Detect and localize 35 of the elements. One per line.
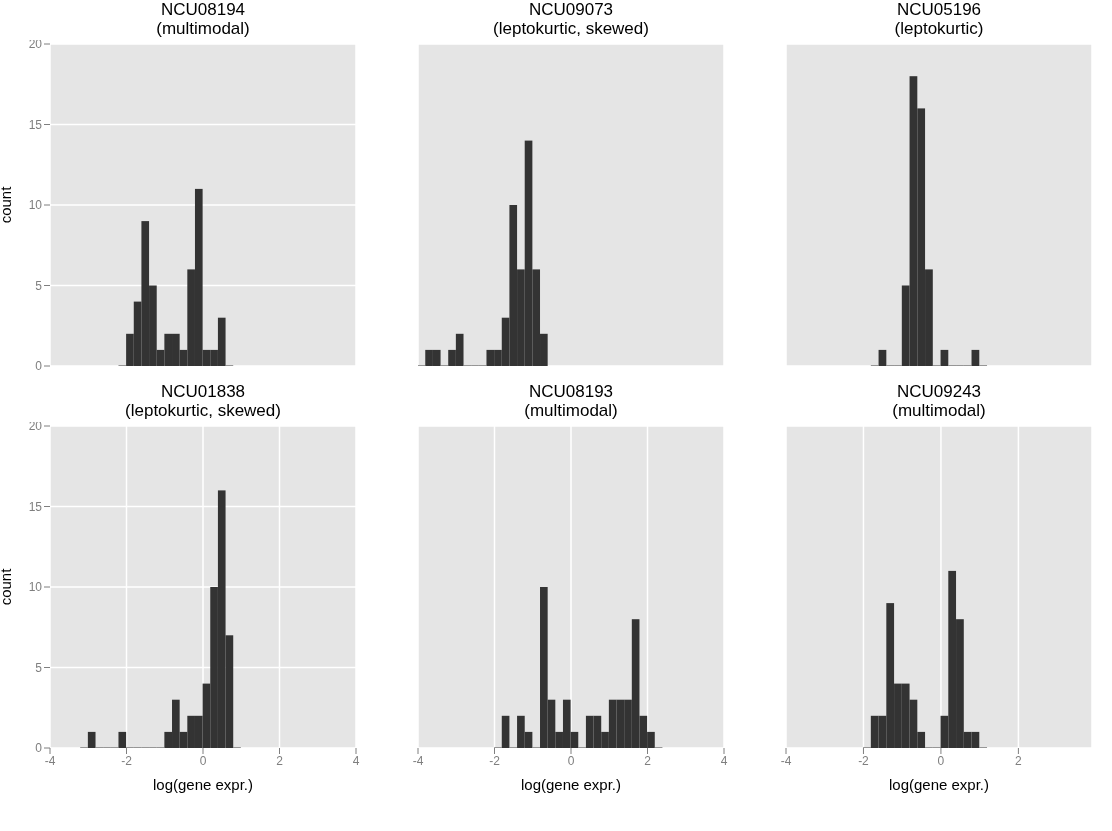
y-tick-label: 10 (28, 198, 43, 213)
y-axis-title: count (0, 185, 15, 224)
x-tick-label: 2 (644, 753, 652, 768)
x-tick-label: -2 (121, 753, 133, 768)
x-axis-title: log(gene expr.) (888, 776, 990, 793)
chart-title: NCU01838 (leptokurtic, skewed) (124, 382, 282, 420)
y-tick-label: 0 (35, 359, 43, 374)
x-tick-label: 2 (1015, 753, 1023, 768)
chart-title: NCU09073 (leptokurtic, skewed) (492, 0, 650, 38)
x-tick-label: 0 (937, 753, 945, 768)
x-tick-label: -2 (489, 753, 501, 768)
chart-title: NCU08193 (multimodal) (523, 382, 619, 420)
x-axis-title: log(gene expr.) (152, 776, 254, 793)
chart-title: NCU09243 (multimodal) (891, 382, 987, 420)
y-tick-label: 0 (35, 741, 43, 756)
y-tick-label: 15 (28, 117, 43, 132)
y-axis-title: count (0, 567, 15, 606)
x-tick-label: -4 (780, 753, 792, 768)
chart-title: NCU05196 (leptokurtic) (893, 0, 985, 38)
x-tick-label: 2 (276, 753, 284, 768)
y-tick-label: 20 (28, 37, 43, 52)
x-tick-label: 4 (720, 753, 728, 768)
chart-title: NCU08194 (multimodal) (155, 0, 251, 38)
x-tick-label: 0 (199, 753, 207, 768)
x-axis-title: log(gene expr.) (520, 776, 622, 793)
y-tick-label: 15 (28, 499, 43, 514)
y-tick-label: 10 (28, 580, 43, 595)
y-tick-label: 5 (35, 278, 43, 293)
x-tick-label: -4 (412, 753, 424, 768)
x-tick-label: 4 (352, 753, 360, 768)
y-tick-label: 20 (28, 419, 43, 434)
x-tick-label: 0 (567, 753, 575, 768)
y-tick-label: 5 (35, 660, 43, 675)
x-tick-label: -4 (44, 753, 56, 768)
x-tick-label: -2 (858, 753, 870, 768)
